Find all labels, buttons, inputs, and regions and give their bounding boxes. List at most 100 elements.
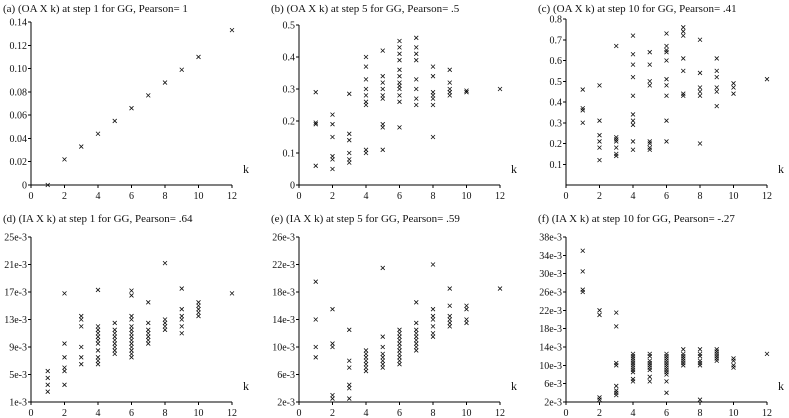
chart-e-title: (e) (IA X k) at step 5 for GG, Pearson= …: [271, 213, 460, 225]
chart-f-point: [613, 392, 619, 398]
chart-d-point: [145, 337, 151, 343]
chart-f-point: [597, 397, 602, 402]
chart-d-point: [179, 313, 185, 319]
chart-f-point: [731, 365, 736, 370]
chart-f-point: [580, 248, 586, 254]
chart-b-point: [330, 121, 335, 127]
chart-c-point: [714, 68, 720, 74]
chart-a-point: [196, 54, 201, 60]
chart-d-point: [112, 348, 118, 353]
chart-d-point: [129, 348, 134, 353]
chart-c-point: [680, 25, 686, 30]
chart-d-point: [162, 324, 168, 329]
chart-b-ytick-label: 0: [290, 181, 295, 192]
chart-d-point: [95, 348, 101, 353]
chart-f-point: [697, 353, 703, 359]
chart-e-xtick-label: 0: [297, 408, 302, 418]
chart-b-point: [430, 64, 436, 69]
chart-c-title: (c) (OA X k) at step 10 for GG, Pearson=…: [538, 3, 737, 15]
chart-e-point: [464, 317, 469, 322]
chart-b-point: [380, 48, 386, 53]
chart-d-ytick-label: 13e-3: [4, 315, 27, 326]
chart-e-point: [346, 396, 352, 401]
chart-b-point: [397, 99, 402, 105]
chart-d-point: [95, 324, 101, 329]
chart-c-point: [580, 120, 586, 126]
chart-d-point: [95, 358, 101, 364]
chart-a-ytick-label: 0: [22, 181, 27, 192]
chart-e-point: [447, 313, 453, 319]
chart-f-point: [580, 269, 586, 274]
chart-e-point: [413, 330, 419, 336]
chart-c-point: [697, 70, 703, 76]
chart-e-point: [447, 317, 453, 322]
chart-c-ytick-label: 0.8: [550, 15, 563, 26]
chart-b-point: [464, 89, 469, 95]
chart-panel-f: (f) (IA X k) at step 10 for GG, Pearson=…: [538, 213, 784, 418]
chart-f-point: [764, 351, 770, 357]
chart-c-point: [580, 105, 586, 111]
chart-b-xlabel: k: [511, 162, 517, 176]
chart-c-point: [647, 145, 653, 150]
chart-b-point: [346, 137, 352, 143]
chart-f-xtick-label: 2: [597, 408, 602, 418]
chart-f-ytick-label: 38e-3: [539, 233, 562, 244]
chart-e-point: [397, 355, 402, 360]
chart-d-point: [78, 313, 84, 319]
chart-f-point: [697, 363, 703, 368]
chart-f-point: [647, 353, 653, 359]
chart-b-point: [363, 150, 369, 156]
chart-d-point: [229, 291, 235, 296]
chart-d-point: [78, 317, 84, 322]
chart-e-point: [430, 330, 436, 336]
chart-f-point: [697, 347, 703, 352]
chart-e-point: [497, 286, 503, 291]
chart-d-point: [179, 317, 185, 322]
chart-d-point: [162, 327, 168, 333]
chart-f-point: [630, 369, 636, 375]
chart-a-point: [179, 67, 185, 73]
chart-e-point: [397, 330, 402, 336]
chart-c-point: [680, 33, 686, 38]
chart-b-xtick-label: 6: [397, 191, 402, 202]
chart-b-point: [363, 64, 369, 69]
chart-a-xtick-label: 2: [62, 191, 67, 202]
chart-d-point: [62, 291, 67, 296]
chart-d-point: [145, 320, 151, 326]
chart-d-point: [112, 341, 118, 346]
chart-f-point: [613, 363, 619, 368]
chart-e-point: [380, 334, 386, 339]
chart-b-point: [447, 80, 453, 85]
chart-f-ytick-label: 30e-3: [539, 269, 562, 280]
chart-e-ytick-label: 22e-3: [272, 260, 295, 271]
chart-c-point: [714, 89, 720, 94]
chart-e-point: [380, 361, 386, 367]
chart-b-point: [413, 57, 419, 63]
chart-b-axes: [298, 25, 500, 186]
chart-c-point: [680, 93, 686, 99]
chart-d-point: [78, 361, 84, 367]
chart-d-point: [162, 320, 168, 326]
chart-b-point: [397, 93, 402, 98]
chart-c-xlabel: k: [778, 162, 784, 176]
chart-e-ytick-label: 10e-3: [272, 343, 295, 354]
chart-b-point: [380, 125, 386, 130]
chart-e-point: [363, 365, 369, 370]
chart-c-point: [680, 68, 686, 74]
chart-a-xtick-label: 8: [163, 191, 168, 202]
chart-e-point: [430, 324, 436, 329]
chart-f-ytick-label: 18e-3: [539, 324, 562, 335]
chart-b-point: [413, 77, 419, 82]
chart-c-xtick-label: 4: [631, 191, 636, 202]
chart-c-point: [630, 139, 636, 144]
chart-e-point: [346, 358, 352, 364]
chart-d-point: [95, 337, 101, 343]
chart-b-ytick-label: 0.2: [283, 117, 296, 128]
chart-f-point: [597, 312, 602, 318]
chart-b-point: [380, 80, 386, 85]
chart-a-point: [162, 80, 168, 85]
chart-b-point: [430, 134, 436, 140]
chart-d-xtick-label: 0: [29, 408, 34, 418]
chart-f-point: [630, 379, 636, 384]
